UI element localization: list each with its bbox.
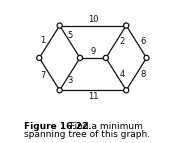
Circle shape [57,88,62,93]
Text: spanning tree of this graph.: spanning tree of this graph. [24,130,150,139]
Text: 6: 6 [140,37,146,46]
Circle shape [124,88,129,93]
Text: 1: 1 [40,36,46,45]
Text: 4: 4 [120,70,125,79]
Text: 5: 5 [67,31,72,40]
Circle shape [144,55,149,60]
Text: 9: 9 [90,47,95,56]
Text: 3: 3 [67,76,72,85]
Text: 11: 11 [88,92,98,101]
Text: 10: 10 [88,15,98,24]
Text: 7: 7 [40,70,46,80]
Circle shape [77,55,83,60]
Text: Figure 16.22.: Figure 16.22. [24,122,92,131]
Circle shape [57,23,62,28]
Text: Find a minimum: Find a minimum [70,122,143,131]
Text: 2: 2 [120,37,125,46]
Circle shape [103,55,108,60]
Circle shape [124,23,129,28]
Circle shape [37,55,42,60]
Text: 8: 8 [140,70,146,79]
